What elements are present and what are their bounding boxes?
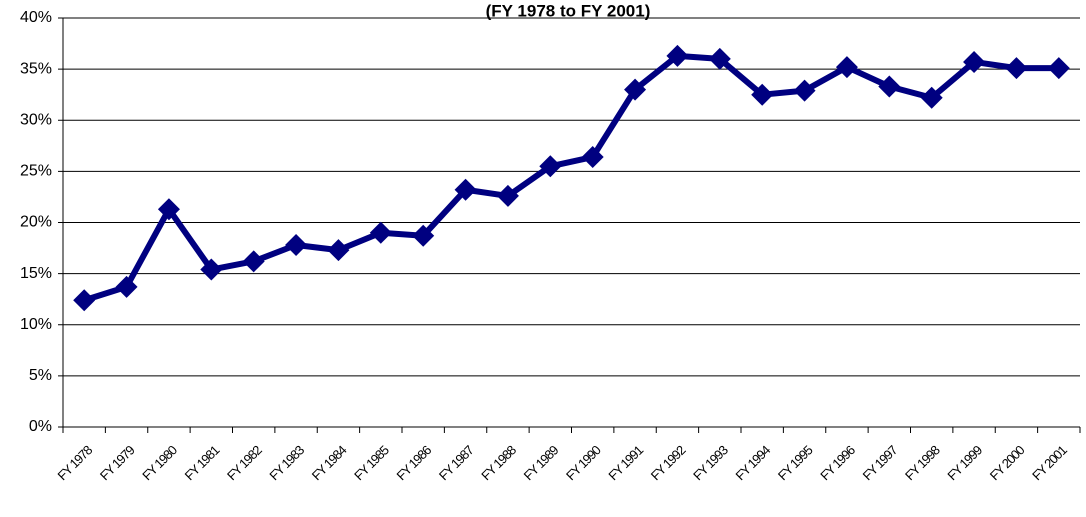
x-tick-label: FY 1994: [732, 442, 773, 483]
marker: [454, 178, 477, 201]
marker: [963, 50, 986, 73]
y-tick-label: 0%: [29, 418, 52, 435]
y-tick-label: 30%: [20, 111, 52, 128]
marker: [1047, 57, 1070, 80]
x-tick-label: FY 1991: [605, 442, 646, 483]
x-tick-label: FY 1992: [648, 442, 689, 483]
marker: [285, 233, 308, 256]
marker: [242, 250, 265, 273]
x-tick-label: FY 1999: [944, 442, 985, 483]
marker: [496, 184, 519, 207]
x-tick-label: FY 1993: [690, 442, 731, 483]
marker: [708, 47, 731, 70]
marker: [624, 78, 647, 101]
marker: [666, 44, 689, 67]
x-tick-label: FY 1985: [351, 442, 392, 483]
x-tick-label: FY 1984: [309, 442, 350, 483]
marker: [157, 198, 180, 221]
x-tick-label: FY 1998: [902, 442, 943, 483]
marker: [73, 289, 96, 312]
x-tick-label: FY 1982: [224, 442, 265, 483]
marker: [327, 239, 350, 262]
y-tick-label: 25%: [20, 163, 52, 180]
y-tick-label: 35%: [20, 60, 52, 77]
marker: [1005, 57, 1028, 80]
y-tick-label: 15%: [20, 265, 52, 282]
marker: [539, 155, 562, 178]
chart-title: (FY 1978 to FY 2001): [486, 1, 651, 20]
x-tick-label: FY 1983: [266, 442, 307, 483]
marker: [751, 83, 774, 106]
x-tick-label: FY 2000: [987, 442, 1028, 483]
line: [83, 52, 1059, 304]
x-tick-label: FY 1989: [521, 442, 562, 483]
x-tick-label: FY 1978: [54, 442, 95, 483]
marker: [412, 224, 435, 247]
x-tick-label: FY 1980: [139, 442, 180, 483]
marker: [920, 86, 943, 109]
marker: [115, 275, 138, 298]
marker: [369, 221, 392, 244]
x-tick-label: FY 1996: [817, 442, 858, 483]
marker: [793, 79, 816, 102]
x-tick-label: FY 1997: [860, 442, 901, 483]
x-tick-label: FY 1987: [436, 442, 477, 483]
marker: [581, 146, 604, 169]
x-tick-label: FY 1988: [478, 442, 519, 483]
x-tick-label: FY 1979: [97, 442, 138, 483]
x-tick-label: FY 1981: [182, 442, 223, 483]
x-tick-label: FY 2001: [1029, 442, 1070, 483]
y-tick-label: 20%: [20, 214, 52, 231]
marker: [835, 56, 858, 79]
y-tick-label: 40%: [20, 9, 52, 26]
marker: [200, 258, 223, 281]
y-tick-label: 10%: [20, 316, 52, 333]
y-tick-label: 5%: [29, 367, 52, 384]
x-tick-label: FY 1995: [775, 442, 816, 483]
x-tick-label: FY 1986: [393, 442, 434, 483]
x-tick-label: FY 1990: [563, 442, 604, 483]
marker: [878, 75, 901, 98]
